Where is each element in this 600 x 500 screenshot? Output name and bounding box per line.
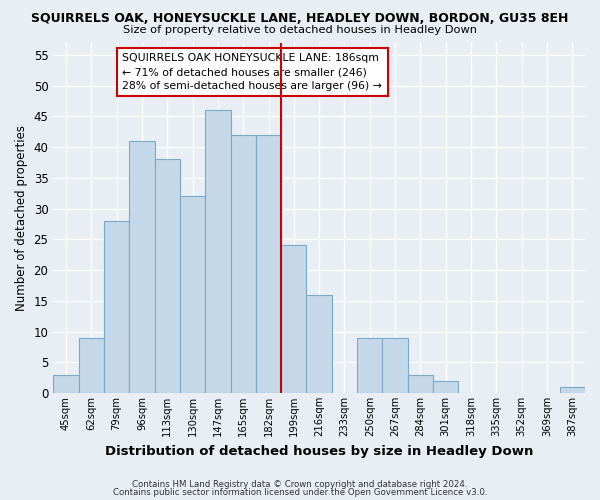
Bar [155,160,180,393]
Bar [560,387,585,393]
Bar [408,374,433,393]
Bar [382,338,408,393]
Bar [307,294,332,393]
Bar [129,141,155,393]
X-axis label: Distribution of detached houses by size in Headley Down: Distribution of detached houses by size … [105,444,533,458]
Bar [205,110,230,393]
Bar [180,196,205,393]
Text: Size of property relative to detached houses in Headley Down: Size of property relative to detached ho… [123,25,477,35]
Bar [256,134,281,393]
Bar [281,246,307,393]
Y-axis label: Number of detached properties: Number of detached properties [15,125,28,311]
Bar [230,134,256,393]
Text: Contains public sector information licensed under the Open Government Licence v3: Contains public sector information licen… [113,488,487,497]
Text: Contains HM Land Registry data © Crown copyright and database right 2024.: Contains HM Land Registry data © Crown c… [132,480,468,489]
Bar [357,338,382,393]
Bar [53,374,79,393]
Text: SQUIRRELS OAK HONEYSUCKLE LANE: 186sqm
← 71% of detached houses are smaller (246: SQUIRRELS OAK HONEYSUCKLE LANE: 186sqm ←… [122,53,382,91]
Bar [433,380,458,393]
Text: SQUIRRELS OAK, HONEYSUCKLE LANE, HEADLEY DOWN, BORDON, GU35 8EH: SQUIRRELS OAK, HONEYSUCKLE LANE, HEADLEY… [31,12,569,26]
Bar [104,221,129,393]
Bar [79,338,104,393]
